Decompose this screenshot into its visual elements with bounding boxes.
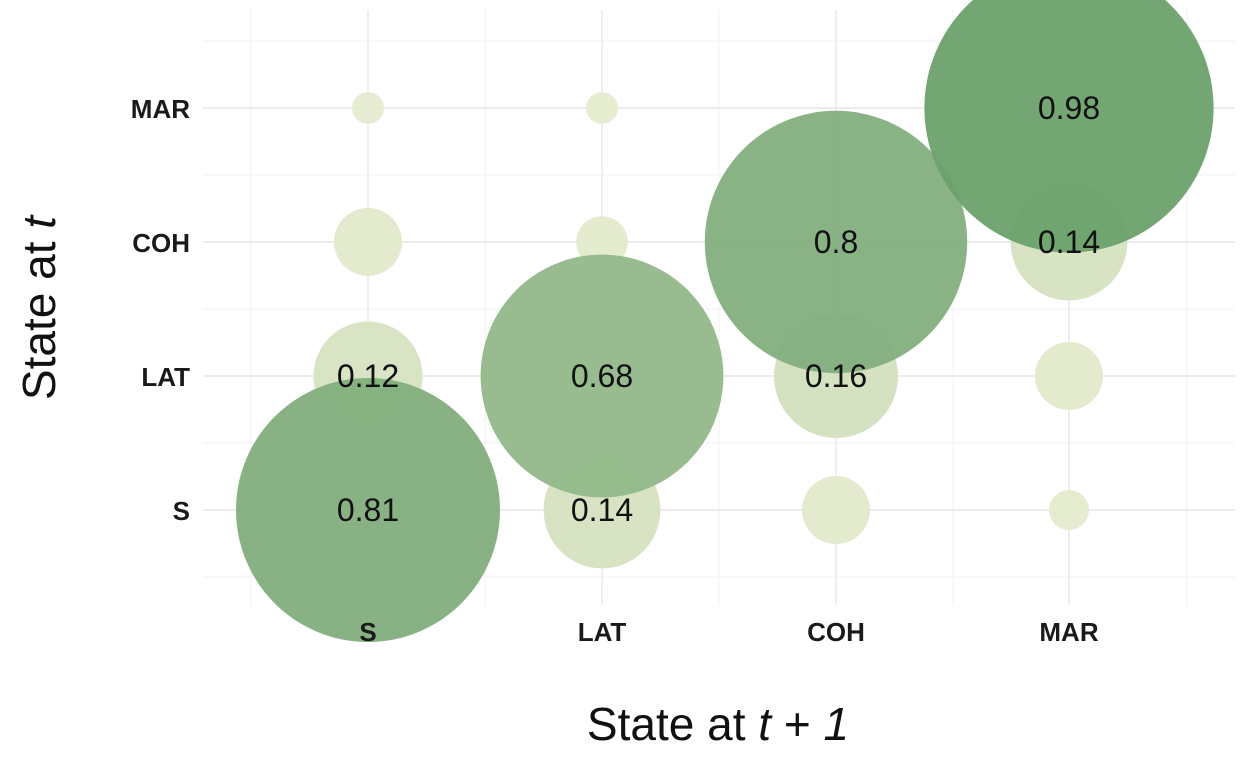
value-label-s-to-s: 0.81 — [337, 492, 399, 528]
y-tick-label-coh: COH — [132, 228, 190, 258]
bubble-coh-to-lat — [576, 216, 628, 268]
x-axis-title: State at t + 1 — [587, 698, 849, 750]
bubble-mar-to-lat — [586, 92, 618, 124]
bubble-lat-to-mar — [1035, 342, 1103, 410]
bubbles — [236, 0, 1214, 642]
cell-labels: 0.81 0.14 0.12 0.68 0.16 0.8 0.14 0.98 — [337, 90, 1100, 528]
y-tick-label-s: S — [173, 496, 190, 526]
value-label-s-to-lat: 0.14 — [571, 492, 633, 528]
bubble-s-to-s — [236, 378, 500, 642]
x-tick-label-coh: COH — [807, 617, 865, 647]
x-tick-label-mar: MAR — [1039, 617, 1098, 647]
bubble-mar-to-s — [352, 92, 384, 124]
bubble-coh-to-s — [334, 208, 402, 276]
y-tick-label-lat: LAT — [141, 362, 190, 392]
x-tick-label-lat: LAT — [578, 617, 627, 647]
bubble-mar-to-mar — [924, 0, 1214, 253]
value-label-coh-to-coh: 0.8 — [814, 224, 858, 260]
value-label-mar-to-mar: 0.98 — [1038, 90, 1100, 126]
bubble-coh-to-coh — [704, 110, 968, 374]
value-label-lat-to-coh: 0.16 — [805, 358, 867, 394]
value-label-lat-to-s: 0.12 — [337, 358, 399, 394]
bubble-lat-to-lat — [480, 254, 724, 498]
bubble-s-to-mar — [1049, 490, 1089, 530]
bubble-s-to-coh — [802, 476, 870, 544]
y-axis-title: State at t — [13, 214, 65, 400]
value-label-lat-to-lat: 0.68 — [571, 358, 633, 394]
x-tick-label-s: S — [359, 617, 376, 647]
y-tick-label-mar: MAR — [131, 94, 190, 124]
value-label-coh-to-mar: 0.14 — [1038, 224, 1100, 260]
x-tick-labels: S LAT COH MAR — [359, 617, 1098, 647]
y-tick-labels: S LAT COH MAR — [131, 94, 190, 526]
